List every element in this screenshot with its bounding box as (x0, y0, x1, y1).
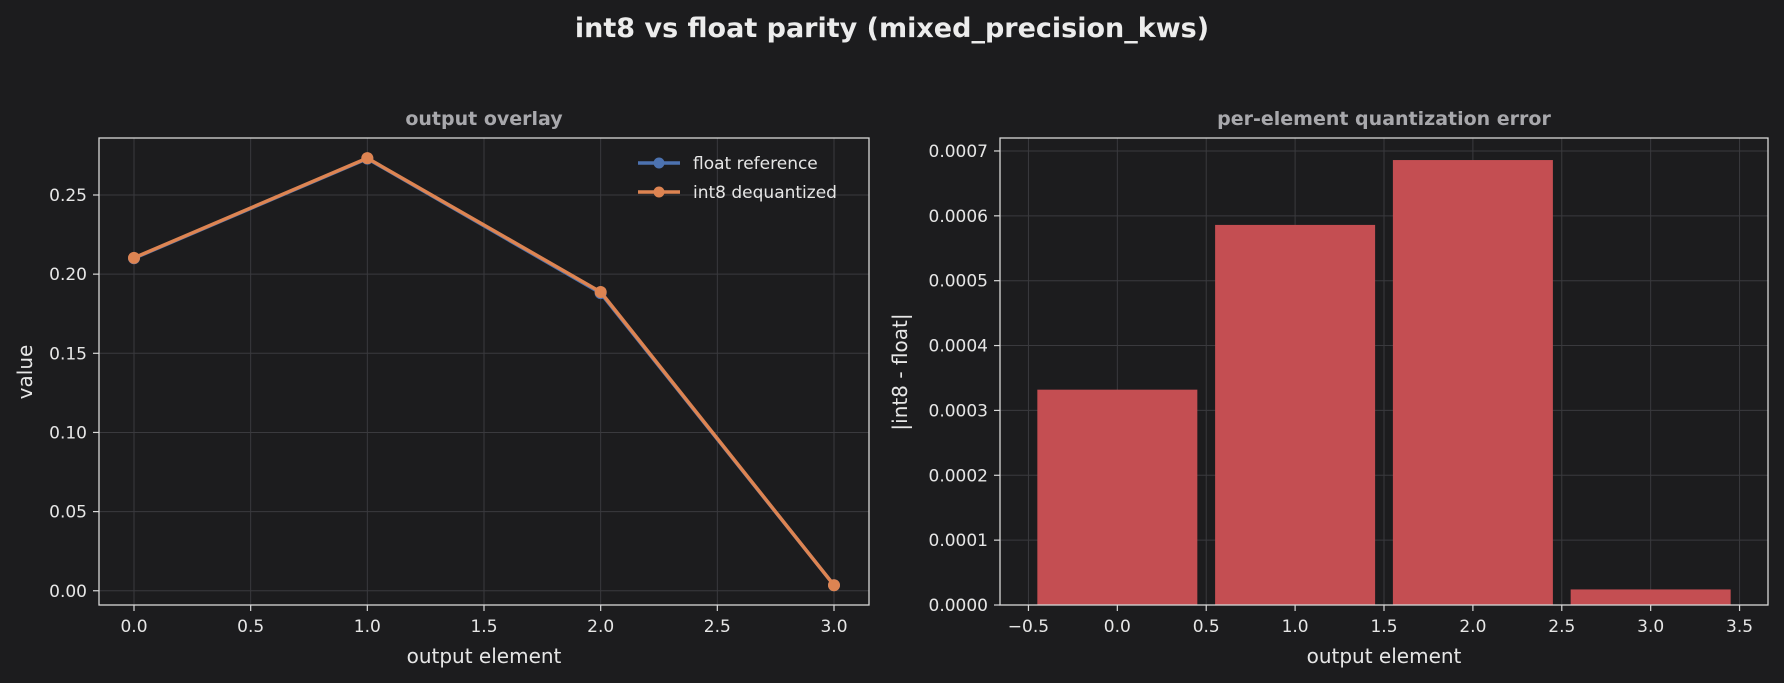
error-bar (1037, 389, 1198, 605)
quantization-error-bars (1037, 160, 1731, 606)
error-bar (1392, 160, 1553, 605)
quantization-error-xtick-label: 0.5 (1193, 617, 1220, 637)
error-bar (1215, 224, 1376, 606)
series-point-int8-dequantized (128, 251, 140, 264)
output-overlay-ytick-label: 0.05 (49, 503, 87, 523)
output-overlay-legend: float reference int8 dequantized (638, 154, 837, 203)
quantization-error-ytick-label: 0.0002 (929, 466, 988, 486)
quantization-error-panel: per-element quantization error −0.5 0.0 0.… (888, 108, 1769, 668)
output-overlay-series (128, 152, 840, 592)
quantization-error-ytick-label: 0.0004 (929, 337, 988, 357)
quantization-error-title: per-element quantization error (1217, 108, 1551, 130)
quantization-error-ytick-label: 0.0006 (929, 207, 988, 227)
output-overlay-xtick-label: 2.5 (704, 617, 731, 637)
quantization-error-xlabel: output element (1307, 644, 1462, 668)
output-overlay-ytick-label: 0.10 (49, 423, 87, 443)
output-overlay-grid (99, 138, 869, 605)
series-line-int8-dequantized (133, 156, 836, 587)
output-overlay-ytick-label: 0.15 (49, 344, 87, 364)
output-overlay-ytick-label: 0.25 (49, 186, 87, 206)
error-bar (1570, 589, 1731, 605)
quantization-error-xtick-label: −0.5 (1008, 617, 1049, 637)
quantization-error-xtick-label: 1.5 (1370, 617, 1397, 637)
output-overlay-xtick-label: 1.0 (354, 617, 381, 637)
figure-title: int8 vs float parity (mixed_precision_kw… (575, 13, 1209, 44)
quantization-error-ticks: −0.5 0.0 0.5 1.0 1.5 2.0 2.5 3.0 3.5 0.0000 0.0001… (929, 142, 1754, 637)
legend-label-int8-dequantized: int8 dequantized (693, 183, 837, 203)
quantization-error-xtick-label: 2.5 (1548, 617, 1575, 637)
quantization-error-xtick-label: 2.0 (1459, 617, 1486, 637)
quantization-error-ytick-label: 0.0000 (929, 596, 988, 616)
output-overlay-panel: output overlay 0.0 0.5 1.0 1.5 2.0 2.5 3.0 0.00… (13, 108, 870, 668)
quantization-error-xtick-label: 0.0 (1104, 617, 1131, 637)
output-overlay-xlabel: output element (407, 644, 562, 668)
output-overlay-xtick-label: 3.0 (820, 617, 847, 637)
output-overlay-xtick-label: 0.0 (120, 617, 147, 637)
quantization-error-xtick-label: 1.0 (1282, 617, 1309, 637)
legend-marker-float-reference (653, 157, 665, 169)
output-overlay-ytick-label: 0.20 (49, 265, 87, 285)
quantization-error-ylabel: |int8 - float| (888, 313, 912, 430)
output-overlay-ytick-label: 0.00 (49, 582, 87, 602)
quantization-error-ytick-label: 0.0005 (929, 272, 988, 292)
legend-label-float-reference: float reference (693, 154, 818, 174)
output-overlay-ticks: 0.0 0.5 1.0 1.5 2.0 2.5 3.0 0.00 0.05 0.10 0.15 0.2… (49, 186, 847, 637)
quantization-error-ytick-label: 0.0003 (929, 401, 988, 421)
quantization-error-xtick-label: 3.5 (1726, 617, 1753, 637)
legend-marker-int8-dequantized (653, 186, 665, 198)
quantization-error-ytick-label: 0.0001 (929, 531, 988, 551)
output-overlay-xtick-label: 1.5 (470, 617, 497, 637)
output-overlay-xtick-label: 2.0 (587, 617, 614, 637)
output-overlay-ylabel: value (13, 345, 37, 400)
quantization-error-ytick-label: 0.0007 (929, 142, 988, 162)
series-point-int8-dequantized (828, 579, 840, 592)
output-overlay-title: output overlay (405, 108, 563, 130)
quantization-error-xtick-label: 3.0 (1637, 617, 1664, 637)
output-overlay-xtick-label: 0.5 (237, 617, 264, 637)
series-point-int8-dequantized (594, 286, 607, 299)
series-point-int8-dequantized (361, 152, 374, 165)
